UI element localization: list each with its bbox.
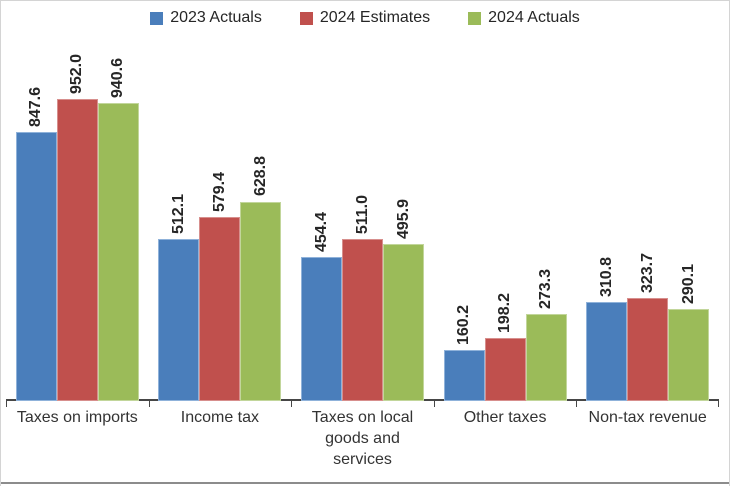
legend-label: 2024 Actuals [488,9,580,26]
legend-color-swatch [299,11,313,25]
legend-label: 2024 Estimates [319,9,431,26]
bar [56,99,98,401]
bar [383,243,424,401]
bar-value-label: 512.1 [169,193,187,234]
legend-item: 2024 Actuals [468,10,580,26]
bar [15,132,57,401]
bar-value-label: 628.8 [251,156,269,197]
bar-value-label: 290.1 [679,263,697,304]
bar-value-label: 579.4 [210,172,228,213]
category-axis-labels: Taxes on imports Income tax Taxes on local… [6,407,719,477]
bottom-rule [1,482,729,484]
bar-value-label: 952.0 [68,53,86,94]
legend-item: 2023 Actuals [150,10,262,26]
x-axis-tick [434,401,435,407]
category-label: Non-tax revenue [588,409,707,426]
bar [443,350,485,401]
bar-value-label: 511.0 [353,194,371,234]
bar-value-label: 940.6 [109,57,127,98]
bar [627,298,669,401]
legend-color-swatch [150,11,164,25]
chart-legend: 2023 Actuals 2024 Estimates 2024 Actuals [1,10,729,26]
bar [668,309,710,401]
bar-value-label: 198.2 [496,293,514,334]
legend-item: 2024 Estimates [299,9,431,26]
bar [158,238,200,401]
category-label: Income tax [180,409,260,426]
bar [484,338,526,401]
x-axis-tick [291,401,292,407]
category-label: Taxes on imports [16,409,138,426]
bar-value-label: 454.4 [312,211,330,252]
bar [342,238,383,401]
legend-color-swatch [468,11,482,25]
category-label: Other taxes [463,409,547,426]
category-label: Taxes on local goods and services [311,409,414,468]
bar [525,314,567,401]
x-axis-tick [149,401,150,407]
x-axis-tick [718,401,719,407]
bar-value-label: 273.3 [537,269,555,310]
bar-value-label: 495.9 [394,198,412,239]
bar [240,201,282,401]
bar [97,102,139,401]
bar-value-label: 847.6 [27,87,45,128]
bar [199,217,241,401]
plot-area: 847.6 952.0 940.6 512.1 579.4 628.8 454.4 511.0… [6,1,719,407]
bar-value-label: 323.7 [638,253,656,294]
legend-label: 2023 Actuals [170,9,262,26]
x-axis-tick [6,401,7,407]
bar-value-label: 160.2 [455,305,473,346]
x-axis-tick [576,401,577,407]
bar-value-label: 310.8 [597,257,615,298]
bar [586,302,628,401]
bar [301,256,342,401]
